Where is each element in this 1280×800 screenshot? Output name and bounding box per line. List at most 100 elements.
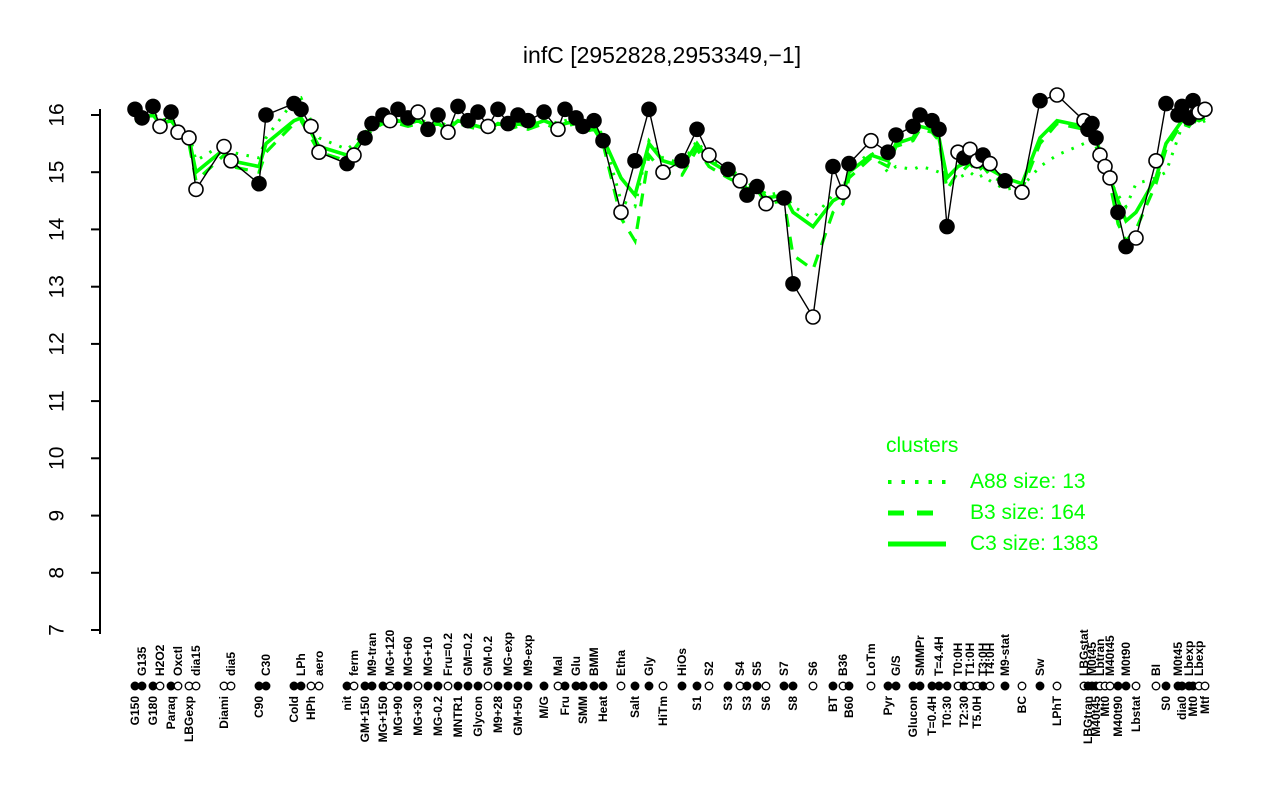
data-point-filled bbox=[880, 144, 896, 160]
x-label-top: S2 bbox=[702, 661, 716, 676]
data-point-open bbox=[982, 155, 998, 172]
y-tick-label: 15 bbox=[45, 161, 68, 184]
data-point-open bbox=[613, 204, 629, 221]
x-label-top: Oxctl bbox=[171, 646, 185, 676]
data-point-filled bbox=[776, 190, 792, 206]
y-tick-label: 11 bbox=[45, 390, 68, 412]
data-point-filled bbox=[450, 98, 466, 115]
strip-dot-open bbox=[704, 681, 714, 691]
data-point-filled bbox=[557, 101, 573, 118]
x-label-bottom: MG+30 bbox=[411, 696, 425, 736]
y-tick-label: 9 bbox=[45, 510, 68, 522]
data-point-open bbox=[962, 141, 978, 158]
x-label-bottom: MNTR1 bbox=[451, 696, 465, 738]
x-label-top: M0t90 bbox=[1119, 642, 1133, 676]
strip-dot-open bbox=[443, 681, 453, 691]
strip-dot-filled bbox=[433, 681, 443, 691]
strip-dot-filled bbox=[403, 681, 413, 691]
dotted-line-sample-icon bbox=[888, 479, 946, 484]
strip-dot-open bbox=[413, 681, 423, 691]
data-point-filled bbox=[1088, 130, 1104, 146]
series-black-line bbox=[134, 94, 1206, 320]
x-label-bottom: SMM bbox=[576, 696, 590, 724]
x-label-top: HiOs bbox=[675, 648, 689, 676]
strip-dot-filled bbox=[598, 681, 608, 691]
legend-entry-c3: C3 size: 1383 bbox=[886, 528, 1098, 559]
x-label-top: ferm bbox=[347, 650, 361, 676]
x-label-top: Lbexp bbox=[1182, 641, 1196, 676]
data-point-open bbox=[835, 184, 851, 200]
y-tick-label: 8 bbox=[45, 567, 68, 579]
x-label-top: S6 bbox=[806, 661, 820, 676]
data-point-filled bbox=[470, 104, 486, 120]
x-label-top: S7 bbox=[777, 661, 791, 676]
x-label-bottom: Heat bbox=[596, 696, 610, 722]
x-label-top: S5 bbox=[750, 661, 764, 676]
x-label-bottom: M40t90 bbox=[1111, 696, 1125, 737]
x-label-bottom: S8 bbox=[786, 696, 800, 711]
strip-dot-filled bbox=[1121, 681, 1131, 691]
strip-dot-open bbox=[658, 681, 668, 691]
data-point-open bbox=[188, 181, 204, 198]
strip-dot-open bbox=[985, 681, 995, 691]
x-label-top: M9-stat bbox=[998, 634, 1012, 676]
data-point-open bbox=[758, 195, 774, 212]
data-point-open bbox=[863, 132, 879, 149]
data-point-open bbox=[1014, 184, 1030, 200]
x-label-bottom: LPhT bbox=[1050, 695, 1064, 726]
x-label-bottom: G150 bbox=[128, 696, 142, 726]
x-label-top: MG+10 bbox=[421, 636, 435, 676]
strip-dot-open bbox=[1131, 681, 1141, 691]
x-label-top: T3:0H bbox=[976, 643, 990, 676]
strip-dot-filled bbox=[692, 681, 702, 691]
x-label-top: G135 bbox=[135, 646, 149, 676]
chart-legend: clusters A88 size: 13 B3 size: 164 C3 si… bbox=[886, 434, 1098, 559]
x-label-top: H2O2 bbox=[153, 644, 167, 676]
x-label-bottom: nit bbox=[340, 696, 354, 711]
x-label-bottom: BT bbox=[826, 695, 840, 712]
strip-dot-filled bbox=[1035, 681, 1045, 691]
x-label-top: Sw bbox=[1033, 658, 1047, 676]
strip-dot-filled bbox=[560, 681, 570, 691]
strip-dot-filled bbox=[423, 681, 433, 691]
x-label-bottom: BC bbox=[1015, 696, 1029, 714]
data-point-filled bbox=[293, 101, 309, 118]
data-point-open bbox=[1102, 170, 1118, 186]
strip-dot-filled bbox=[453, 681, 463, 691]
strip-dot-open bbox=[761, 681, 771, 691]
strip-dot-filled bbox=[1161, 681, 1171, 691]
strip-dot-filled bbox=[367, 681, 377, 691]
strip-dot-filled bbox=[1113, 681, 1123, 691]
data-point-open bbox=[1049, 87, 1065, 103]
x-label-top: MG+60 bbox=[401, 636, 415, 676]
data-point-filled bbox=[739, 187, 755, 203]
data-point-filled bbox=[997, 173, 1013, 189]
x-label-top: MG-exp bbox=[501, 632, 515, 676]
x-label-top: dia15 bbox=[189, 645, 203, 676]
x-label-top: LoTm bbox=[864, 643, 878, 676]
strip-dot-filled bbox=[788, 681, 798, 691]
data-point-filled bbox=[1032, 92, 1048, 109]
x-label-bottom: T=0.4H bbox=[925, 696, 939, 736]
strip-dot-open bbox=[1200, 681, 1210, 691]
x-label-bottom: S0 bbox=[1159, 696, 1173, 711]
data-point-filled bbox=[1118, 238, 1134, 255]
x-label-top: T0:0H bbox=[951, 643, 965, 676]
y-tick-label: 16 bbox=[45, 103, 68, 126]
strip-dot-filled bbox=[503, 681, 513, 691]
x-label-bottom: Pyr bbox=[881, 696, 895, 716]
data-point-filled bbox=[931, 121, 947, 138]
x-label-top: Etha bbox=[614, 650, 628, 676]
strip-dot-filled bbox=[742, 681, 752, 691]
y-tick-label: 14 bbox=[45, 217, 68, 241]
data-point-filled bbox=[536, 104, 552, 120]
x-label-top: BI bbox=[1149, 664, 1163, 676]
x-label-bottom: G180 bbox=[146, 696, 160, 726]
data-point-filled bbox=[163, 104, 179, 120]
strip-dot-open bbox=[1105, 681, 1115, 691]
data-point-open bbox=[701, 147, 717, 163]
strip-dot-filled bbox=[523, 681, 533, 691]
strip-dot-open bbox=[314, 681, 324, 691]
data-point-filled bbox=[905, 118, 921, 135]
x-label-bottom: Fru bbox=[558, 696, 572, 715]
